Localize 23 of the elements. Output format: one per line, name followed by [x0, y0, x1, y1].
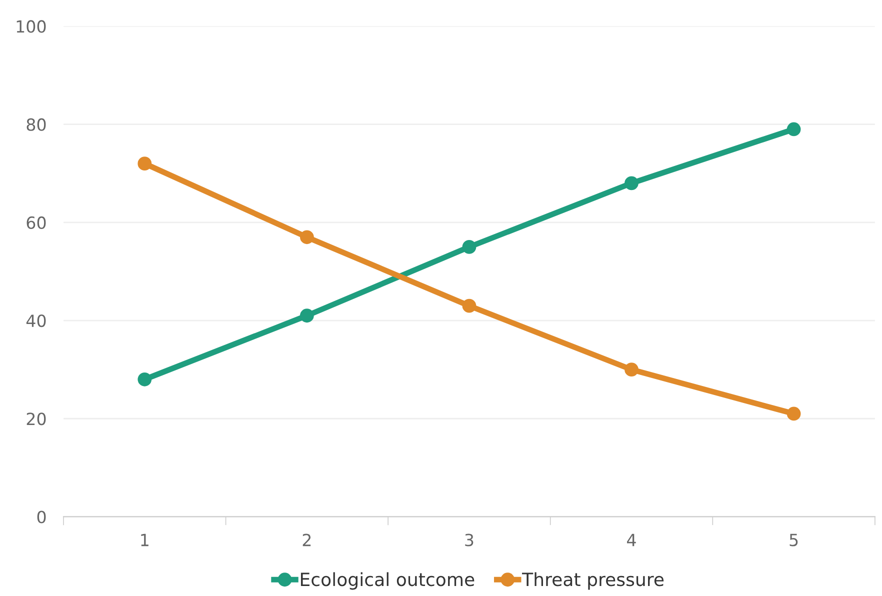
point — [624, 176, 638, 190]
point — [462, 240, 476, 254]
x-tick-label: 4 — [627, 534, 636, 546]
point — [300, 230, 314, 244]
point — [624, 362, 638, 377]
legend-label: Ecological outcome — [300, 572, 474, 590]
legend-label: Threat pressure — [522, 572, 664, 590]
y-tick-label: 80 — [26, 118, 46, 131]
point — [138, 372, 152, 386]
point — [462, 298, 476, 313]
x-tick-label: 3 — [465, 534, 474, 546]
point — [786, 122, 801, 136]
x-tick-label: 2 — [302, 534, 311, 546]
y-tick-label: 0 — [37, 510, 46, 524]
x-tick-label: 5 — [790, 534, 798, 546]
y-tick-label: 20 — [26, 412, 46, 426]
y-tick-label: 40 — [26, 314, 46, 328]
point — [138, 156, 152, 171]
x-tick-label: 1 — [141, 534, 148, 546]
y-tick-label: 100 — [16, 20, 46, 33]
point — [300, 308, 314, 323]
y-tick-label: 60 — [26, 216, 46, 229]
point — [786, 406, 801, 421]
